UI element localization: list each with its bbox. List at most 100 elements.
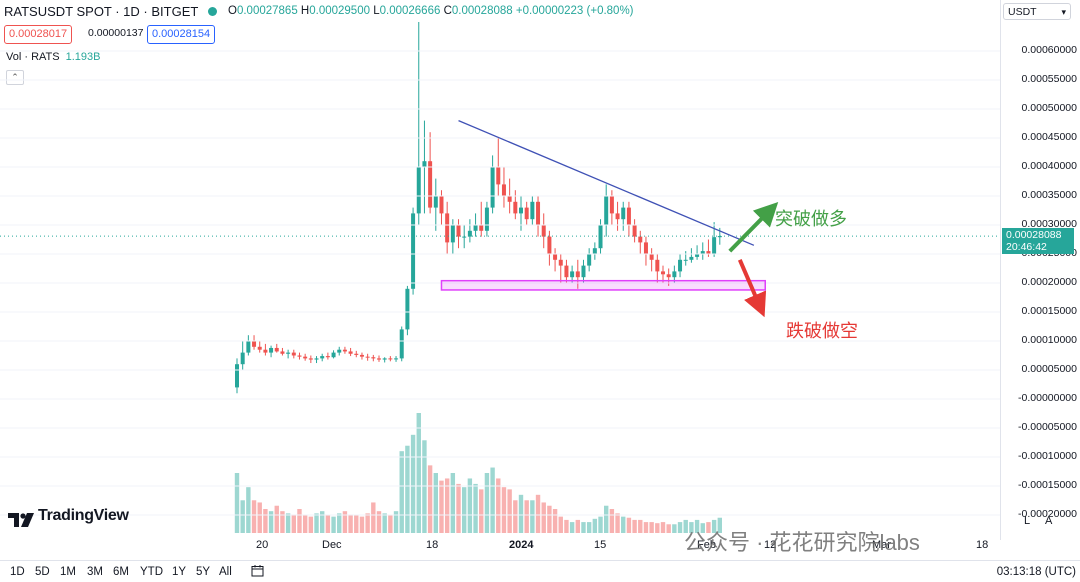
breakdown-arrow — [737, 259, 767, 318]
candle-body — [649, 254, 654, 260]
candle-body — [365, 356, 370, 358]
utc-clock[interactable]: 03:13:18 (UTC) — [996, 566, 1076, 578]
volume-bar — [371, 502, 376, 533]
ohlc-readout: O0.00027865 H0.00029500 L0.00026666 C0.0… — [228, 5, 634, 17]
candle-body — [320, 356, 325, 359]
sell-price-button[interactable]: 0.00028017 — [4, 25, 73, 44]
log-scale-button[interactable]: L — [1024, 515, 1031, 527]
auto-scale-button[interactable]: A — [1045, 515, 1053, 527]
candle-body — [632, 225, 637, 237]
time-tick-label: 20 — [256, 539, 269, 551]
volume-bar — [530, 500, 535, 533]
timeframe-button-ytd[interactable]: YTD — [140, 566, 163, 578]
volume-bar — [518, 494, 524, 533]
volume-bar — [359, 516, 365, 533]
candle-body — [621, 207, 626, 220]
candle-body — [695, 254, 700, 257]
price-tick-label: -0.00020000 — [1018, 508, 1077, 520]
tradingview-logo-text: TradingView — [38, 507, 129, 524]
volume-bar — [586, 522, 592, 533]
volume-bar — [416, 413, 421, 533]
currency-value: USDT — [1008, 6, 1037, 18]
timeframe-button-1d[interactable]: 1D — [10, 566, 25, 578]
price-chart[interactable] — [0, 0, 1000, 536]
buy-price-button[interactable]: 0.00028154 — [147, 25, 216, 44]
candle-body — [348, 351, 353, 354]
candle-body — [388, 358, 393, 360]
symbol-title[interactable]: RATSUSDT SPOT · 1D · BITGET — [4, 4, 218, 19]
price-tick-label: 0.00040000 — [1021, 160, 1077, 172]
low-label: L — [373, 5, 380, 17]
volume-bar — [581, 522, 586, 533]
volume-bar — [552, 509, 558, 533]
candle-body — [564, 265, 569, 278]
candle-body — [416, 167, 421, 214]
volume-bar — [711, 519, 717, 533]
timeframe-button-5d[interactable]: 5D — [35, 566, 50, 578]
candle-body — [382, 358, 387, 360]
calendar-icon[interactable] — [251, 564, 264, 577]
time-tick-label: 15 — [594, 539, 607, 551]
collapse-legend-button[interactable]: ⌃ — [6, 70, 24, 85]
candle-body — [615, 213, 620, 220]
candle-body — [411, 213, 416, 289]
candle-body — [570, 271, 575, 278]
volume-bar — [314, 513, 319, 533]
volume-bar — [501, 487, 507, 533]
volume-bar — [592, 518, 598, 533]
candle-body — [672, 271, 677, 278]
candle-body — [490, 167, 495, 208]
candle-body — [536, 201, 541, 225]
volume-bar — [348, 514, 353, 533]
timeframe-button-1m[interactable]: 1M — [60, 566, 76, 578]
volume-bar — [535, 494, 541, 533]
time-tick-label: Feb — [697, 539, 716, 551]
timeframe-button-all[interactable]: All — [219, 566, 232, 578]
volume-bar — [376, 511, 382, 533]
volume-bar — [660, 522, 666, 533]
volume-bar — [325, 515, 331, 533]
volume-bar — [439, 480, 444, 533]
volume-bar — [393, 511, 399, 533]
volume-bar — [268, 511, 274, 533]
volume-bar — [575, 519, 580, 533]
volume-value: 1.193B — [65, 51, 101, 63]
volume-bar — [320, 511, 325, 533]
candles-layer — [235, 22, 722, 394]
price-tick-label: 0.00045000 — [1021, 131, 1077, 143]
drawings-layer — [0, 50, 1000, 516]
bottom-toolbar: 1D 5D 1M 3M 6M YTD 1Y 5Y All 03:13:18 (UTC) — [0, 560, 1080, 582]
change-value: +0.00000223 (+0.80%) — [515, 5, 634, 17]
volume-bar — [365, 513, 370, 533]
price-tick-label: 0.00005000 — [1021, 363, 1077, 375]
candle-body — [433, 196, 438, 208]
timeframe-button-1y[interactable]: 1Y — [172, 566, 187, 578]
volume-bar — [541, 502, 546, 533]
volume-bar — [569, 522, 575, 533]
timeframe-button-3m[interactable]: 3M — [87, 566, 103, 578]
volume-bar — [246, 487, 251, 533]
volume-bar — [524, 500, 529, 533]
volume-bar — [331, 516, 336, 533]
candle-body — [519, 207, 523, 214]
volume-bar — [257, 502, 262, 533]
time-axis[interactable]: 20 Dec 18 2024 15 Feb 12 Mar 18 — [0, 536, 1000, 554]
time-tick-label: 18 — [426, 539, 439, 551]
open-value: 0.00027865 — [236, 5, 298, 17]
chart-header: RATSUSDT SPOT · 1D · BITGET O0.00027865 … — [0, 0, 1000, 22]
tradingview-logo-icon — [8, 513, 34, 527]
price-tick-label: -0.00015000 — [1018, 479, 1077, 491]
timeframe-button-6m[interactable]: 6M — [113, 566, 129, 578]
volume-bar — [598, 516, 603, 533]
volume-bar — [638, 519, 643, 533]
volume-label: Vol · RATS — [6, 51, 60, 63]
price-axis[interactable]: 0.00060000 0.00055000 0.00050000 0.00045000… — [1000, 0, 1080, 540]
spread-value: 0.00000137 — [88, 27, 144, 39]
candle-body — [700, 251, 705, 254]
timeframe-button-5y[interactable]: 5Y — [196, 566, 211, 578]
close-value: 0.00028088 — [451, 5, 513, 17]
currency-selector[interactable]: USDT ▾ — [1003, 3, 1071, 20]
bar-countdown: 20:46:42 — [1006, 241, 1047, 253]
candle-body — [581, 265, 586, 278]
candle-body — [661, 271, 665, 275]
